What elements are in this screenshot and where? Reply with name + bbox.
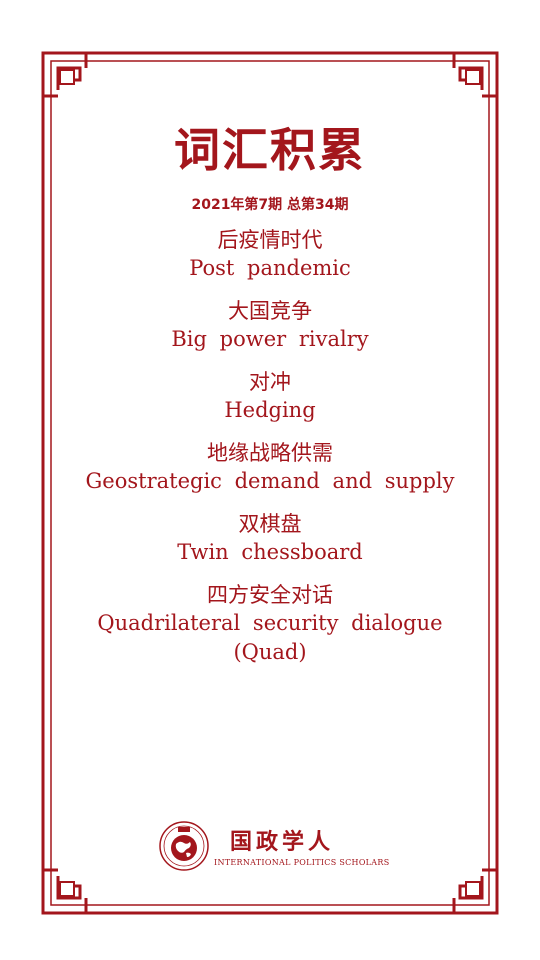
corner-ornaments: [41, 51, 499, 915]
term-list: 后疫情时代 Post pandemic 大国竞争 Big power rival…: [60, 226, 480, 667]
main-content: 词汇积累 2021年第7期 总第34期 后疫情时代 Post pandemic …: [60, 118, 480, 681]
term-chinese: 大国竞争: [228, 299, 312, 323]
issue-number: 2021年第7期 总第34期: [191, 197, 349, 213]
term-english: Twin chessboard: [177, 540, 363, 564]
brand-name-chinese: 国政学人: [230, 830, 335, 855]
term-english: Hedging: [224, 398, 316, 422]
term-english: Big power rivalry: [171, 327, 369, 351]
term-item: 四方安全对话 Quadrilateral security dialogue (…: [60, 581, 480, 667]
term-item: 对冲 Hedging: [60, 368, 480, 425]
term-chinese: 对冲: [249, 370, 291, 394]
term-english: Quadrilateral security dialogue (Quad): [97, 611, 443, 664]
globe-seal-icon: [159, 821, 209, 871]
term-item: 大国竞争 Big power rivalry: [60, 297, 480, 354]
term-english: Geostrategic demand and supply: [85, 469, 455, 493]
page-title: 词汇积累: [174, 123, 366, 177]
term-chinese: 地缘战略供需: [207, 441, 333, 465]
brand-footer: 国政学人 INTERNATIONAL POLITICS SCHOLARS: [158, 818, 390, 874]
term-item: 地缘战略供需 Geostrategic demand and supply: [60, 439, 480, 496]
term-chinese: 四方安全对话: [207, 583, 333, 607]
term-english: Post pandemic: [189, 256, 351, 280]
brand-name-english: INTERNATIONAL POLITICS SCHOLARS: [214, 858, 390, 867]
term-item: 双棋盘 Twin chessboard: [60, 510, 480, 567]
term-chinese: 双棋盘: [238, 512, 302, 536]
term-item: 后疫情时代 Post pandemic: [60, 226, 480, 283]
term-chinese: 后疫情时代: [217, 228, 323, 252]
